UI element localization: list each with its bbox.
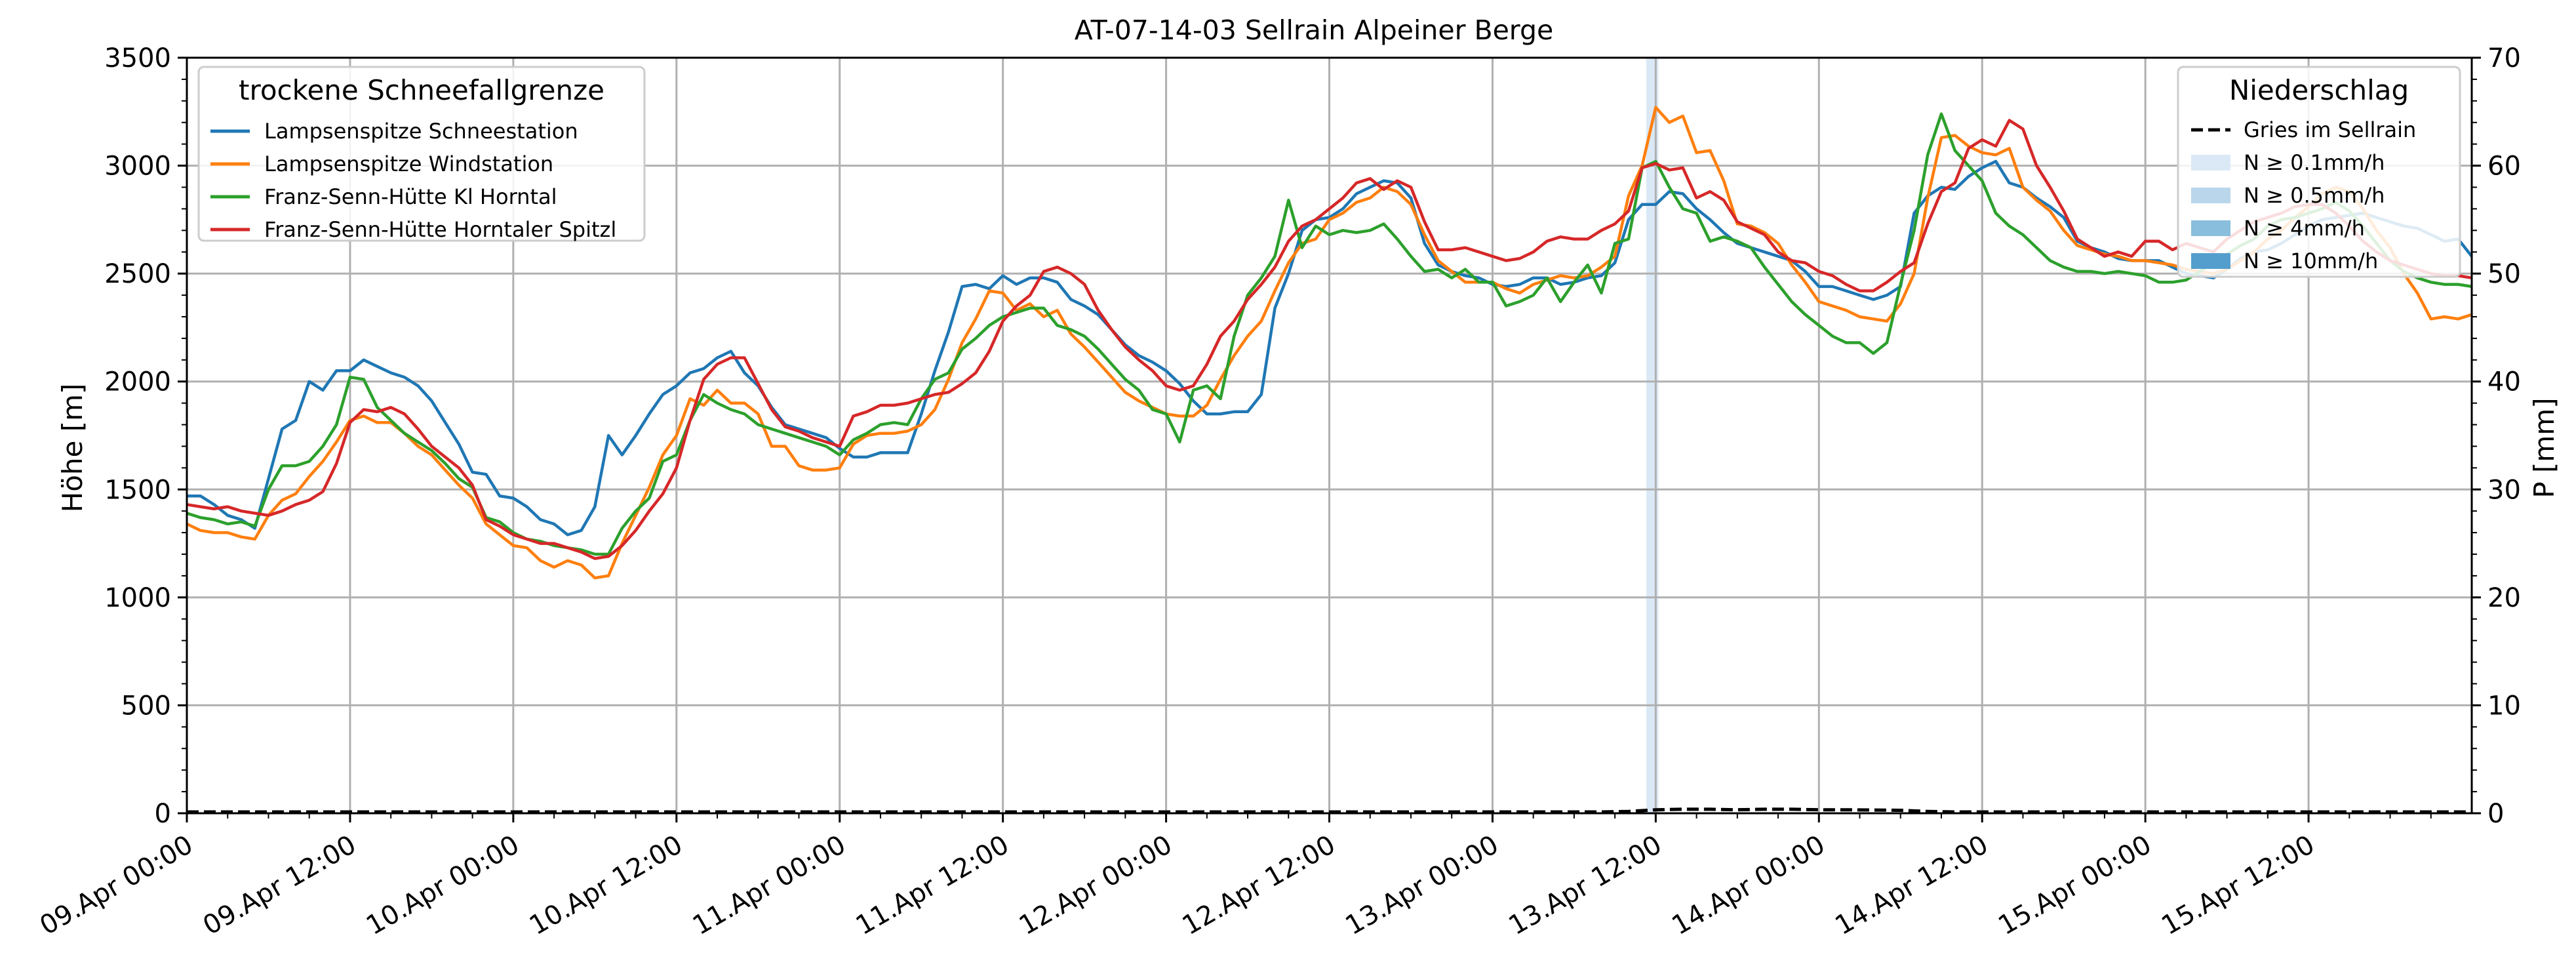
legend-right-label: Gries im Sellrain — [2244, 117, 2416, 142]
legend-right-title: Niederschlag — [2229, 74, 2409, 106]
y-axis-title: Höhe [m] — [56, 384, 89, 513]
y2-tick-label: 0 — [2487, 799, 2504, 829]
legend-precipitation: Niederschlag Gries im Sellrain N ≥ 0.1mm/h… — [2177, 66, 2461, 278]
y2-axis-title: P [mm] — [2528, 397, 2560, 498]
series-line-4 — [186, 119, 2472, 560]
legend-right-swatch — [2191, 155, 2230, 171]
y2-tick-label: 40 — [2487, 367, 2521, 397]
legend-right-label: N ≥ 0.5mm/h — [2244, 183, 2385, 208]
y-tick-label: 500 — [121, 691, 171, 721]
y2-tick-label: 30 — [2487, 475, 2521, 505]
legend-right-swatch — [2191, 188, 2230, 203]
series-layer — [186, 106, 2473, 814]
precipitation-line — [187, 807, 2472, 814]
legend-left-label: Franz-Senn-Hütte Kl Horntal — [264, 184, 557, 209]
legend-left-label: Lampsenspitze Windstation — [264, 152, 553, 176]
y2-tick-label: 20 — [2487, 583, 2521, 613]
y-tick-label: 2000 — [104, 367, 171, 397]
y-tick-label: 1500 — [104, 475, 171, 505]
y-tick-label: 2500 — [104, 259, 171, 289]
legend-right-swatch — [2191, 253, 2230, 269]
legend-right-label: N ≥ 0.1mm/h — [2244, 150, 2385, 175]
y2-tick-label: 70 — [2487, 43, 2521, 73]
y2-tick-label: 60 — [2487, 152, 2521, 182]
y2-tick-label: 10 — [2487, 691, 2521, 721]
y2-tick-label: 50 — [2487, 259, 2521, 289]
legend-left-label: Franz-Senn-Hütte Horntaler Spitzl — [264, 217, 616, 242]
y-tick-label: 1000 — [104, 583, 171, 613]
legend-left-label: Lampsenspitze Schneestation — [264, 119, 578, 144]
legend-right-label: N ≥ 10mm/h — [2244, 249, 2378, 273]
legend-snowline: trockene Schneefallgrenze Lampsenspitze S… — [197, 66, 646, 242]
series-line-2 — [186, 106, 2472, 580]
y-tick-label: 0 — [155, 799, 171, 829]
y-tick-label: 3500 — [104, 43, 171, 73]
legend-left-box — [197, 66, 646, 242]
legend-left-title: trockene Schneefallgrenze — [239, 74, 604, 106]
legend-right-swatch — [2191, 220, 2230, 236]
legend-right-label: N ≥ 4mm/h — [2244, 216, 2365, 241]
legend-right-box — [2177, 66, 2461, 278]
chart-title: AT-07-14-03 Sellrain Alpeiner Berge — [1075, 14, 1553, 46]
y-tick-label: 3000 — [104, 152, 171, 182]
